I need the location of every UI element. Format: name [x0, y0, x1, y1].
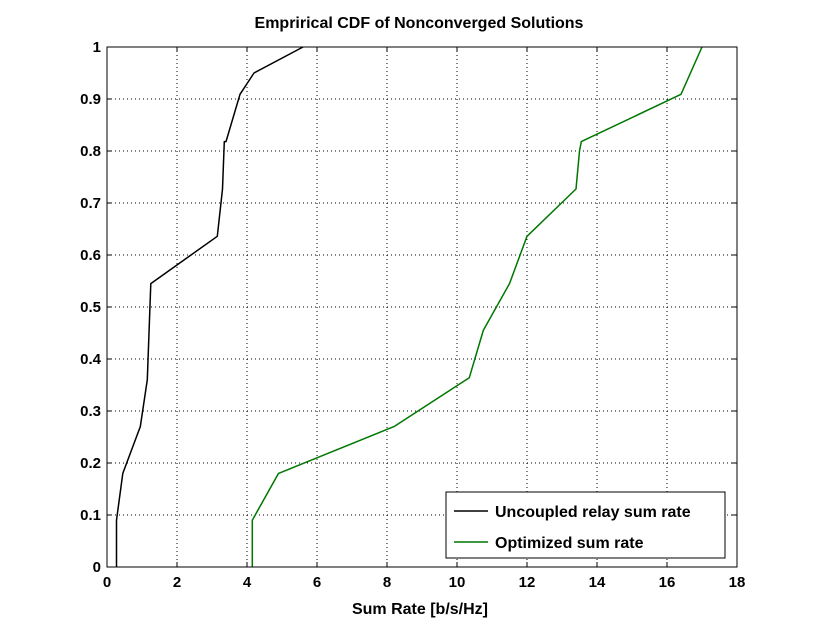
y-tick-label: 0.3: [80, 403, 101, 420]
x-axis-label: Sum Rate [b/s/Hz]: [352, 601, 488, 618]
legend: Uncoupled relay sum rate Optimized sum r…: [445, 491, 726, 559]
legend-label-optimized: Optimized sum rate: [495, 535, 644, 552]
grid-lines: [107, 47, 737, 567]
x-tick-label: 18: [729, 574, 746, 591]
x-tick-label: 10: [449, 574, 466, 591]
x-tick-label: 0: [103, 574, 111, 591]
tick-labels: 0 2 4 6 8 10 12 14 16 18 0 0.1 0.2 0.3 0.4 0.5 0.6 0.7 0.8…: [80, 39, 745, 591]
y-tick-label: 0.7: [80, 195, 101, 212]
series-line-uncoupled: [115, 46, 304, 567]
y-tick-label: 0.8: [80, 143, 101, 160]
y-tick-label: 0.6: [80, 247, 101, 264]
y-tick-label: 0.1: [80, 507, 101, 524]
tick-marks: [106, 46, 738, 568]
x-tick-label: 2: [173, 574, 181, 591]
x-tick-label: 16: [659, 574, 676, 591]
plot-area: [107, 47, 737, 567]
y-tick-label: 0.2: [80, 455, 101, 472]
y-tick-label: 1: [93, 39, 101, 56]
x-tick-label: 6: [313, 574, 321, 591]
legend-box: [445, 491, 726, 559]
y-tick-label: 0: [93, 559, 101, 576]
series-layer: [115, 46, 703, 567]
x-tick-label: 4: [243, 574, 252, 591]
chart-title: Emprirical CDF of Nonconverged Solutions: [255, 15, 584, 32]
x-tick-label: 8: [383, 574, 391, 591]
y-tick-label: 0.5: [80, 299, 101, 316]
series-line-optimized: [251, 46, 703, 567]
legend-label-uncoupled: Uncoupled relay sum rate: [495, 504, 691, 521]
y-tick-label: 0.4: [80, 351, 102, 368]
y-tick-label: 0.9: [80, 91, 101, 108]
x-tick-label: 12: [519, 574, 536, 591]
x-tick-label: 14: [589, 574, 606, 591]
